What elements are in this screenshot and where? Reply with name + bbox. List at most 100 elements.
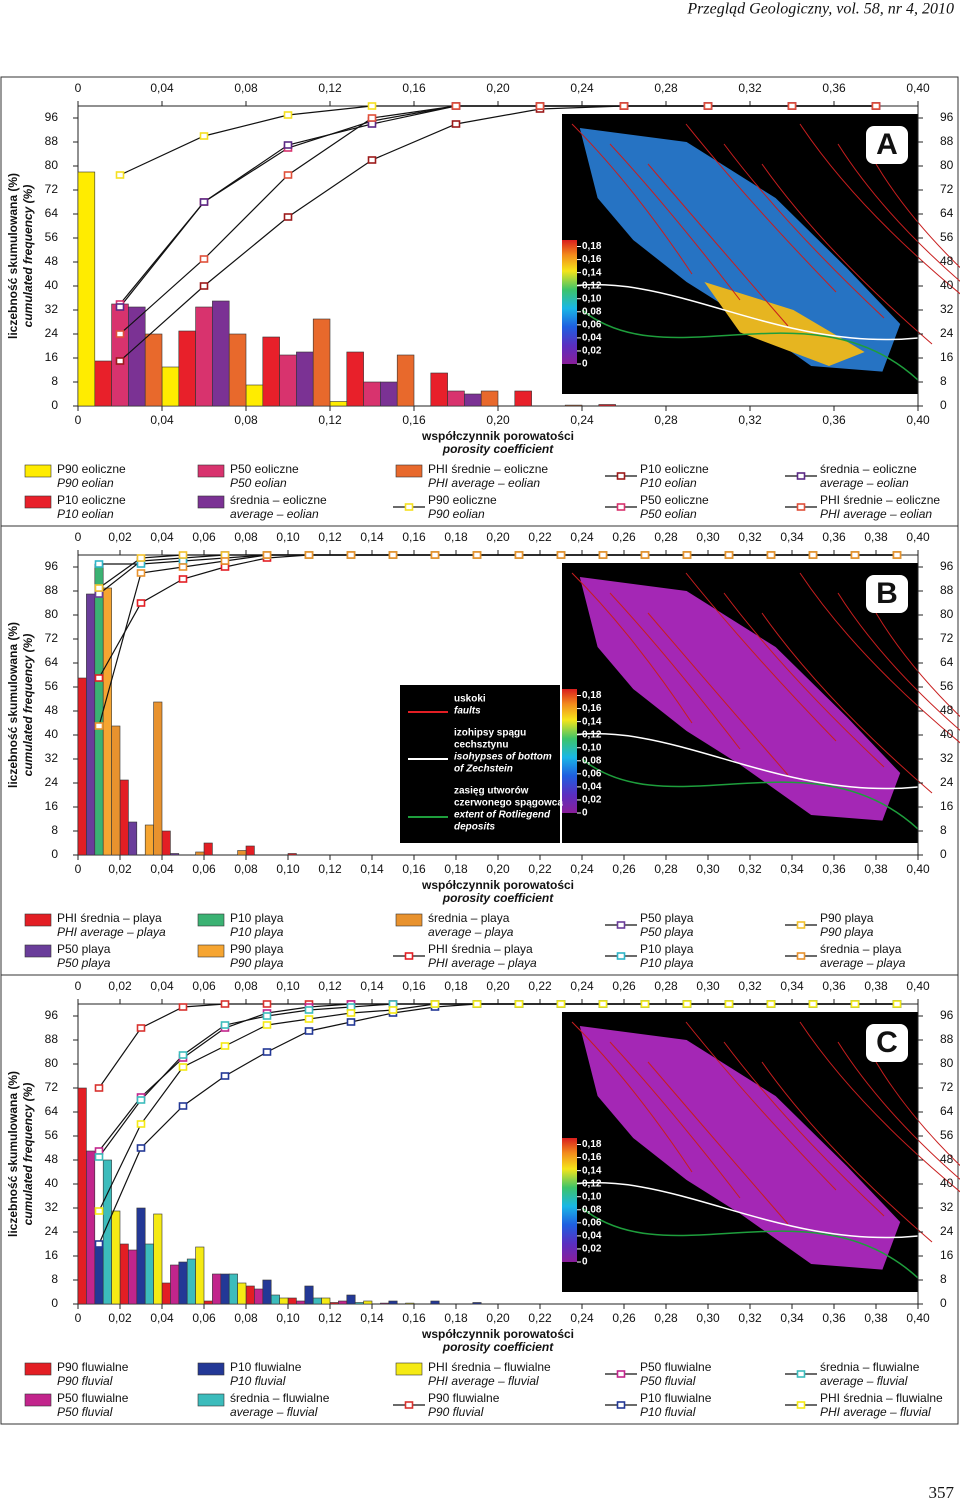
x-tick-label: 0,20	[486, 413, 510, 427]
line-marker	[178, 1051, 188, 1059]
bar	[237, 1282, 247, 1305]
bar	[270, 1294, 280, 1305]
x-axis-label: współczynnik porowatości	[421, 429, 574, 443]
x-axis-label-en: porosity coefficient	[442, 891, 554, 905]
line-marker	[640, 551, 650, 559]
y-tick-label: 0	[51, 847, 58, 861]
line-marker	[136, 599, 146, 607]
line-marker	[94, 1207, 104, 1215]
x-tick-label-top: 0,08	[234, 81, 258, 95]
legend-label: P50 eoliczne	[640, 493, 709, 507]
bar	[447, 390, 465, 407]
legend-marker	[616, 472, 626, 480]
legend-label: P90 eoliczne	[428, 493, 497, 507]
line-marker	[514, 1000, 524, 1008]
panel-label-box	[866, 575, 908, 613]
legend-swatch	[197, 1393, 225, 1407]
y-tick-label-right: 72	[940, 1080, 954, 1094]
x-tick-label-top: 0,04	[150, 81, 174, 95]
bar	[136, 1207, 146, 1305]
bar	[430, 372, 448, 407]
bar	[329, 401, 348, 407]
line-marker	[94, 584, 104, 592]
map-porosity-area	[579, 128, 901, 372]
x-tick-label-top: 0,04	[150, 979, 174, 993]
line-marker	[850, 551, 860, 559]
y-tick-label: 56	[45, 230, 59, 244]
colorbar-tick-label: 0,02	[582, 346, 602, 357]
x-tick-label-top: 0,24	[570, 81, 594, 95]
x-tick-label: 0,30	[696, 1311, 720, 1325]
bar	[405, 1302, 415, 1305]
line-marker	[178, 575, 188, 583]
legend-marker	[616, 1401, 626, 1409]
bar	[119, 1243, 129, 1305]
map-fault	[875, 612, 960, 718]
x-tick-label-top: 0,16	[402, 979, 426, 993]
bar	[86, 1150, 96, 1305]
legend-swatch	[197, 1362, 225, 1376]
x-tick-label: 0,26	[612, 1311, 636, 1325]
line-marker	[115, 330, 125, 338]
line-marker	[346, 551, 356, 559]
colorbar-tick-label: 0,18	[582, 690, 602, 701]
x-tick-label: 0,28	[654, 413, 678, 427]
line-marker	[94, 1153, 104, 1161]
legend-swatch	[197, 464, 225, 478]
y-tick-label-right: 48	[940, 1152, 954, 1166]
x-tick-label: 0,06	[192, 1311, 216, 1325]
bar	[186, 1258, 196, 1305]
map-fault	[875, 163, 960, 269]
y-tick-label-right: 40	[940, 1176, 954, 1190]
legend-label: P50 playa	[57, 942, 111, 956]
legend-label: PHI średnia – playa	[428, 942, 533, 956]
line-marker	[220, 563, 230, 571]
y-tick-label: 40	[45, 1176, 59, 1190]
line-marker	[724, 551, 734, 559]
panel-label-box	[866, 126, 908, 164]
legend-label: P50 playa	[640, 911, 694, 925]
legend-label: P90 fluwialne	[428, 1391, 500, 1405]
line-marker	[556, 1000, 566, 1008]
map-fault	[571, 572, 693, 724]
x-tick-label: 0	[75, 862, 82, 876]
line-marker	[892, 551, 902, 559]
colorbar-tick-label: 0,14	[582, 267, 602, 278]
x-tick-label-top: 0,24	[570, 530, 594, 544]
colorbar-tick-label: 0	[582, 1257, 588, 1268]
bar	[128, 306, 146, 407]
x-tick-label: 0,08	[234, 413, 258, 427]
x-axis-label: współczynnik porowatości	[421, 1327, 574, 1341]
panel-label: A	[876, 128, 898, 161]
line-marker	[220, 551, 230, 559]
map-fault	[837, 1041, 960, 1180]
x-tick-label: 0,34	[780, 1311, 804, 1325]
bar	[472, 1302, 482, 1305]
bar	[363, 381, 381, 407]
legend-marker	[796, 503, 806, 511]
x-tick-label-top: 0	[75, 530, 82, 544]
legend-marker	[404, 503, 414, 511]
bar	[312, 318, 331, 407]
map-high-porosity	[704, 282, 865, 366]
bar	[144, 333, 163, 407]
legend-swatch	[395, 913, 423, 927]
x-tick-label: 0,30	[696, 862, 720, 876]
map-fault	[723, 1041, 885, 1217]
map-extent	[581, 758, 919, 830]
legend-label: P10 playa	[230, 911, 284, 925]
legend-label-en: P90 playa	[820, 925, 874, 939]
bar	[144, 1243, 154, 1305]
x-tick-label-top: 0,24	[570, 979, 594, 993]
legend-marker	[404, 952, 414, 960]
map-isohypse	[561, 732, 919, 790]
line-marker	[388, 1006, 398, 1014]
x-tick-label: 0,02	[108, 862, 132, 876]
line-marker	[682, 551, 692, 559]
line-marker	[346, 1018, 356, 1026]
y-tick-label-right: 48	[940, 254, 954, 268]
x-tick-label-top: 0,02	[108, 979, 132, 993]
line-marker	[808, 551, 818, 559]
legend-swatch	[24, 944, 52, 958]
x-tick-label: 0,18	[444, 862, 468, 876]
